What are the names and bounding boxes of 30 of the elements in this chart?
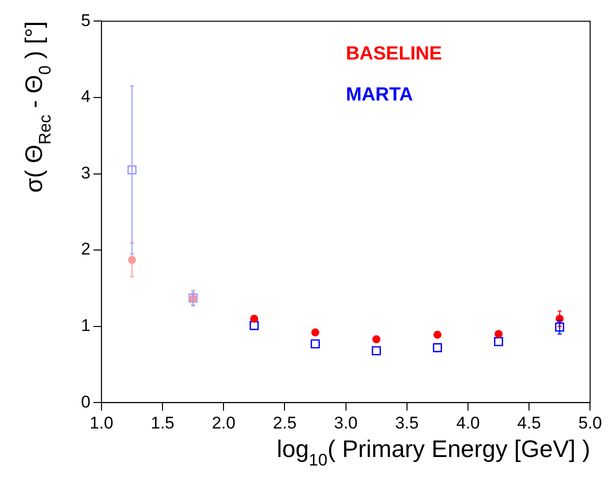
x-tick-label: 1.0 [90,413,114,432]
point [311,328,320,336]
x-tick-label: 5.0 [578,413,602,432]
point [494,337,504,346]
text: MARTA [346,84,414,106]
x-tick-label: 4.5 [517,413,541,432]
y-tick-label: 0 [80,392,90,412]
point [250,321,259,330]
x-tick-label: 1.5 [150,413,174,432]
x-tick-label: 2.0 [212,413,236,432]
point [433,330,442,339]
y-tick-label: 3 [80,163,90,182]
point [250,314,258,323]
point [372,335,380,344]
point [127,165,137,174]
y-tick-label: 5 [80,10,90,30]
x-tick-label: 3.5 [395,413,419,432]
point [372,346,381,356]
y-tick-label: 1 [80,316,90,336]
x-tick-label: 4.0 [456,413,480,432]
y-tick-label: 4 [80,87,90,106]
point [555,322,564,332]
point [310,339,320,348]
point [494,330,503,338]
text: BASELINE [346,43,442,64]
point [432,343,442,352]
y-axis-title: σ( ΘRec - Θ0 ) [°] [21,21,54,193]
x-tick-label: 3.0 [334,413,358,432]
y-tick-label: 2 [80,240,90,259]
x-tick-label: 2.5 [272,413,297,432]
